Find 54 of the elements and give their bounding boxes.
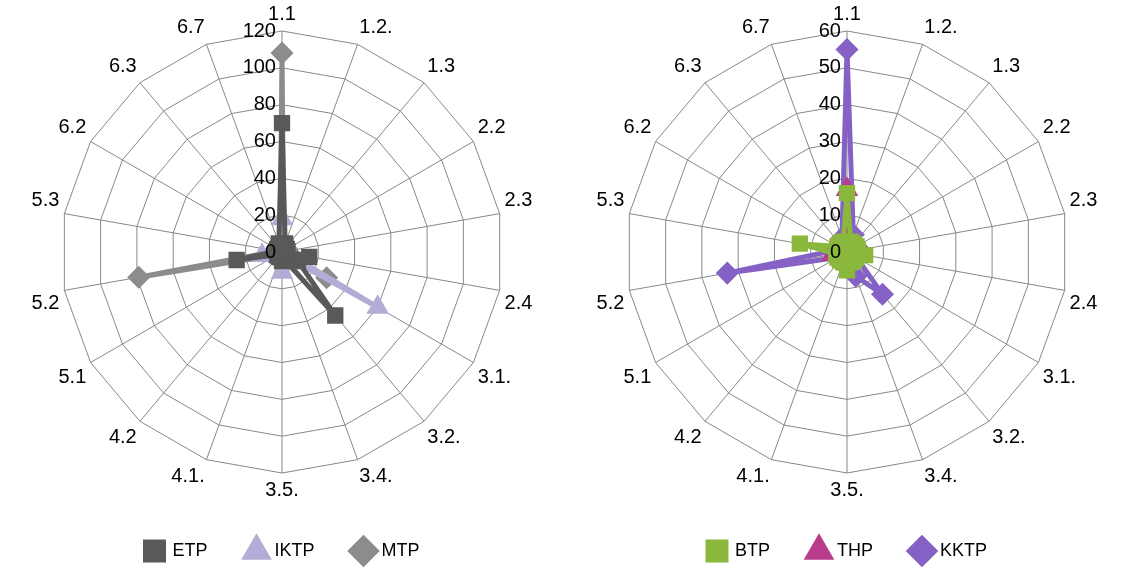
- y-tick-label: 100: [242, 55, 276, 78]
- spoke-label: 4.2: [108, 424, 137, 447]
- y-tick-label: 20: [818, 165, 841, 188]
- spoke-label: 1.2.: [359, 15, 393, 38]
- spoke-label: 4.1.: [171, 463, 205, 486]
- spoke-label: 6.7: [741, 15, 770, 38]
- spoke-label: 6.3: [108, 54, 137, 77]
- y-tick-label: 80: [253, 92, 276, 115]
- spoke-label: 6.2: [623, 114, 652, 137]
- y-tick-label: 60: [253, 129, 276, 152]
- y-tick-label: 40: [818, 92, 841, 115]
- spoke-label: 3.4.: [924, 463, 958, 486]
- spoke-label: 3.5.: [265, 477, 299, 500]
- spoke-label: 6.7: [176, 15, 205, 38]
- legend-label: KKTP: [940, 539, 988, 560]
- spoke-label: 6.3: [673, 54, 702, 77]
- spoke-label: 1.3: [427, 54, 456, 77]
- legend-label: THP: [837, 539, 873, 560]
- spoke-label: 5.1: [623, 364, 652, 387]
- spoke-label: 1.2.: [924, 15, 958, 38]
- spoke-label: 2.2: [477, 114, 506, 137]
- y-tick-label: 0: [264, 239, 276, 262]
- spoke-label: 2.4: [504, 290, 533, 313]
- spoke-label: 3.1.: [477, 364, 512, 387]
- y-tick-label: 20: [253, 202, 276, 225]
- spoke-label: 3.2.: [427, 424, 461, 447]
- spoke-label: 1.1: [833, 1, 861, 24]
- spoke-label: 1.1: [268, 1, 296, 24]
- spoke-label: 5.2: [31, 290, 60, 313]
- y-tick-label: 40: [253, 165, 276, 188]
- y-tick-label: 50: [818, 55, 841, 78]
- spoke-label: 2.4: [1069, 290, 1098, 313]
- spoke-label: 1.3: [992, 54, 1021, 77]
- spoke-label: 3.1.: [1042, 364, 1077, 387]
- spoke-label: 2.3: [504, 188, 533, 211]
- y-tick-label: 0: [829, 239, 841, 262]
- spoke-label: 5.2: [596, 290, 625, 313]
- legend-label: IKTP: [274, 539, 315, 560]
- spoke-label: 3.2.: [992, 424, 1026, 447]
- spoke-label: 3.5.: [830, 477, 864, 500]
- spoke-label: 5.1: [58, 364, 87, 387]
- spoke-label: 2.2: [1042, 114, 1071, 137]
- spoke-label: 3.4.: [359, 463, 393, 486]
- y-tick-label: 10: [818, 202, 841, 225]
- legend-label: MTP: [381, 539, 420, 560]
- spoke-label: 5.3: [31, 188, 60, 211]
- legend-label: BTP: [734, 539, 771, 560]
- spoke-label: 2.3: [1069, 188, 1098, 211]
- spoke-label: 4.1.: [736, 463, 770, 486]
- y-tick-label: 30: [818, 129, 841, 152]
- spoke-label: 4.2: [673, 424, 702, 447]
- spoke-label: 6.2: [58, 114, 87, 137]
- legend-label: ETP: [172, 539, 208, 560]
- spoke-label: 5.3: [596, 188, 625, 211]
